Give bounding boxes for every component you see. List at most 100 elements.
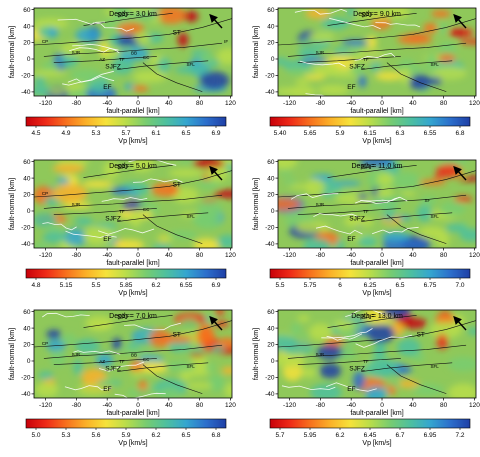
anomaly-blob bbox=[213, 189, 232, 199]
feature-label: EF bbox=[103, 236, 111, 243]
y-tick-label: 0 bbox=[271, 56, 275, 63]
anomaly-blob bbox=[427, 77, 443, 85]
feature-label: CP bbox=[42, 341, 48, 346]
colorbar-tick-label: 5.75 bbox=[304, 282, 317, 289]
anomaly-blob bbox=[295, 78, 311, 85]
feature-label: SJR bbox=[72, 202, 81, 207]
x-tick-label: -80 bbox=[316, 252, 326, 259]
colorbar-tick-label: 5.85 bbox=[120, 282, 133, 289]
y-tick-label: 60 bbox=[23, 159, 31, 166]
anomaly-blob bbox=[439, 201, 466, 217]
north-arrow-icon bbox=[209, 165, 223, 181]
x-tick-label: 120 bbox=[469, 402, 480, 409]
anomaly-blob bbox=[196, 327, 216, 347]
feature-label: SFL bbox=[431, 364, 440, 369]
anomaly-blob bbox=[379, 195, 409, 202]
anomaly-blob bbox=[305, 8, 331, 19]
colorbar-tick-label: 6.25 bbox=[364, 282, 377, 289]
x-tick-label: 0 bbox=[380, 252, 384, 259]
y-axis-label: fault-normal [km] bbox=[9, 26, 16, 78]
x-tick-label: -40 bbox=[346, 402, 356, 409]
anomaly-blob bbox=[279, 170, 293, 176]
outline-line bbox=[73, 350, 121, 355]
x-tick-label: -40 bbox=[102, 402, 112, 409]
x-axis-label: fault-parallel [km] bbox=[350, 260, 403, 267]
colorbar bbox=[25, 418, 227, 429]
anomaly-blob bbox=[83, 226, 114, 245]
outline-line bbox=[124, 322, 182, 331]
fault-line bbox=[278, 18, 476, 46]
anomaly-blob bbox=[353, 371, 366, 390]
y-tick-label: -20 bbox=[21, 375, 31, 382]
x-tick-label: 0 bbox=[380, 402, 384, 409]
anomaly-blob bbox=[34, 242, 48, 248]
feature-label: ST bbox=[173, 331, 181, 338]
panel-title: Depth = 9.0 km bbox=[353, 11, 401, 18]
anomaly-blob bbox=[210, 378, 222, 393]
anomaly-blob bbox=[132, 160, 155, 172]
anomaly-blob bbox=[412, 384, 445, 396]
anomaly-blob bbox=[46, 329, 62, 339]
anomaly-blob bbox=[177, 32, 189, 48]
anomaly-blob bbox=[126, 388, 152, 398]
colorbar-tick-label: 5.3 bbox=[91, 130, 100, 137]
y-tick-label: 40 bbox=[267, 325, 275, 332]
x-tick-label: -120 bbox=[39, 252, 52, 259]
anomaly-blob bbox=[416, 204, 433, 222]
anomaly-blob bbox=[131, 369, 143, 377]
anomaly-blob bbox=[290, 322, 302, 336]
feature-label: SJR bbox=[316, 50, 325, 55]
anomaly-blob bbox=[215, 310, 225, 316]
anomaly-blob bbox=[225, 382, 232, 398]
anomaly-blob bbox=[151, 182, 179, 197]
fault-line bbox=[43, 344, 223, 359]
anomaly-blob bbox=[45, 222, 66, 232]
velocity-anomalies bbox=[278, 160, 476, 248]
colorbar-tick-label: 6.7 bbox=[395, 432, 404, 439]
plot-frame bbox=[33, 309, 233, 399]
anomaly-blob bbox=[133, 70, 167, 83]
colorbar-tick-label: 6.2 bbox=[151, 282, 160, 289]
y-axis-label: fault-normal [km] bbox=[253, 26, 260, 78]
panel-title: Depth = 7.0 km bbox=[109, 313, 157, 320]
anomaly-blob bbox=[225, 163, 232, 172]
fault-line bbox=[53, 208, 157, 215]
feature-label: EF bbox=[347, 84, 355, 91]
anomaly-blob bbox=[185, 382, 214, 389]
feature-label: CP bbox=[42, 191, 48, 196]
x-tick-label: 80 bbox=[440, 252, 448, 259]
anomaly-blob bbox=[431, 10, 451, 18]
feature-label: SAF bbox=[117, 12, 130, 19]
anomaly-blob bbox=[357, 194, 369, 200]
anomaly-blob bbox=[42, 61, 59, 71]
anomaly-blob bbox=[319, 363, 342, 379]
y-tick-label: 20 bbox=[267, 40, 275, 47]
y-tick-label: 0 bbox=[271, 358, 275, 365]
anomaly-blob bbox=[398, 240, 430, 248]
anomaly-blob bbox=[104, 73, 118, 82]
y-tick-label: 60 bbox=[267, 7, 275, 14]
x-tick-label: 120 bbox=[469, 100, 480, 107]
y-tick-label: -20 bbox=[265, 225, 275, 232]
anomaly-blob bbox=[172, 187, 199, 204]
colorbar-label: Vp [km/s] bbox=[118, 440, 147, 447]
outline-line bbox=[42, 312, 90, 318]
colorbar-tick-label: 5.40 bbox=[274, 130, 287, 137]
x-tick-label: -120 bbox=[283, 252, 296, 259]
feature-label: SJFZ bbox=[105, 64, 121, 71]
colorbar-tick-label: 5.15 bbox=[60, 282, 73, 289]
anomaly-blob bbox=[397, 338, 421, 357]
feature-label: ST bbox=[173, 29, 181, 36]
anomaly-blob bbox=[70, 68, 102, 83]
anomaly-blob bbox=[454, 196, 473, 203]
anomaly-blob bbox=[397, 34, 433, 45]
fault-line bbox=[34, 170, 232, 198]
feature-label: SAF bbox=[361, 12, 374, 19]
anomaly-blob bbox=[198, 180, 220, 189]
anomaly-blob bbox=[157, 57, 171, 73]
